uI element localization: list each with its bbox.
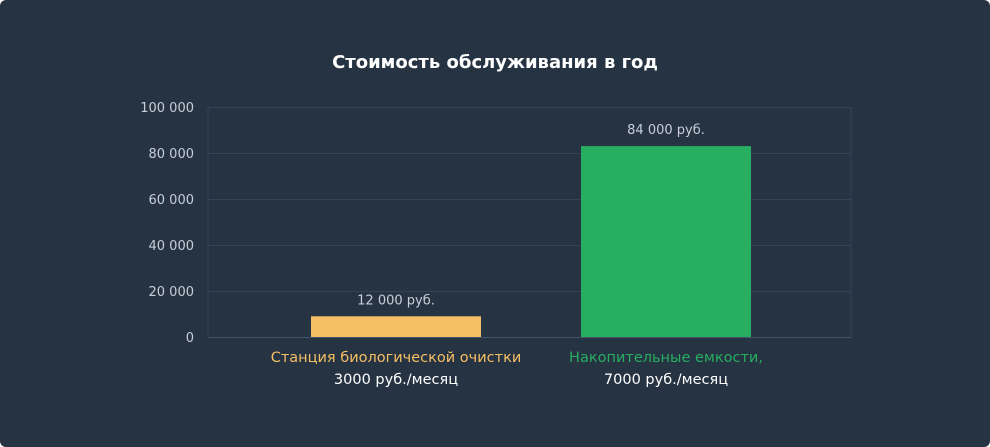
- category-name: Накопительные емкости,: [569, 350, 763, 366]
- bars: [311, 146, 751, 337]
- y-tick-label: 40 000: [149, 239, 195, 254]
- bar-value-label: 84 000 руб.: [627, 123, 705, 138]
- gridlines: [207, 107, 852, 338]
- y-tick-label: 60 000: [149, 193, 195, 208]
- y-axis-ticks: 0 20 000 40 000 60 000 80 000 100 000: [140, 101, 194, 346]
- bar: [311, 316, 481, 337]
- y-tick-label: 0: [186, 331, 194, 346]
- category-label-tanks: Накопительные емкости, 7000 руб./месяц: [506, 347, 826, 391]
- data-labels: 12 000 руб. 84 000 руб.: [357, 123, 705, 308]
- category-name: Станция биологической очистки: [270, 350, 522, 366]
- category-subtitle: 7000 руб./месяц: [603, 372, 729, 388]
- y-tick-label: 20 000: [149, 285, 195, 300]
- category-label-station: Станция биологической очистки 3000 руб./…: [236, 347, 556, 391]
- y-tick-label: 100 000: [140, 101, 194, 116]
- bar: [581, 146, 751, 337]
- bar-value-label: 12 000 руб.: [357, 293, 435, 308]
- y-tick-label: 80 000: [149, 147, 195, 162]
- category-subtitle: 3000 руб./месяц: [333, 372, 459, 388]
- chart-title: Стоимость обслуживания в год: [332, 52, 658, 73]
